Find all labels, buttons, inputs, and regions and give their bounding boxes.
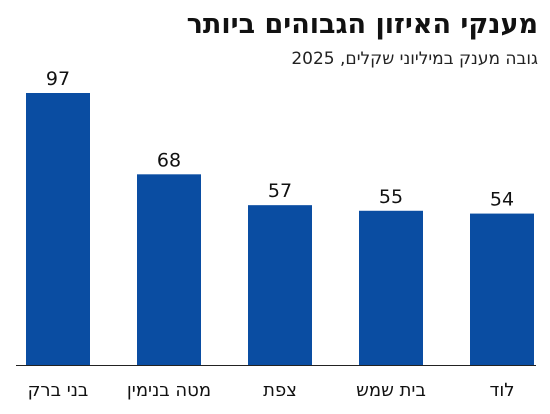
category-label-1: מטה בנימין [127,380,211,401]
category-label-0: בני ברק [28,380,89,401]
category-label-3: בית שמש [356,380,426,401]
bar-2 [248,205,312,365]
bar-value-label-2: 57 [268,180,292,202]
chart-title: מענקי האיזון הגבוהים ביותר [186,9,538,40]
bar-value-label-0: 97 [46,68,70,90]
bar-value-label-1: 68 [157,149,181,171]
bar-3 [359,210,423,365]
bar-4 [470,213,534,365]
category-label-4: לוד [490,380,515,401]
bar-0 [26,93,90,365]
category-label-2: צפת [263,380,297,401]
bar-value-label-3: 55 [379,186,403,208]
bar-1 [137,174,201,365]
bar-value-label-4: 54 [490,189,514,211]
chart-subtitle: גובה מענק במיליוני שקלים, 2025 [291,49,538,69]
